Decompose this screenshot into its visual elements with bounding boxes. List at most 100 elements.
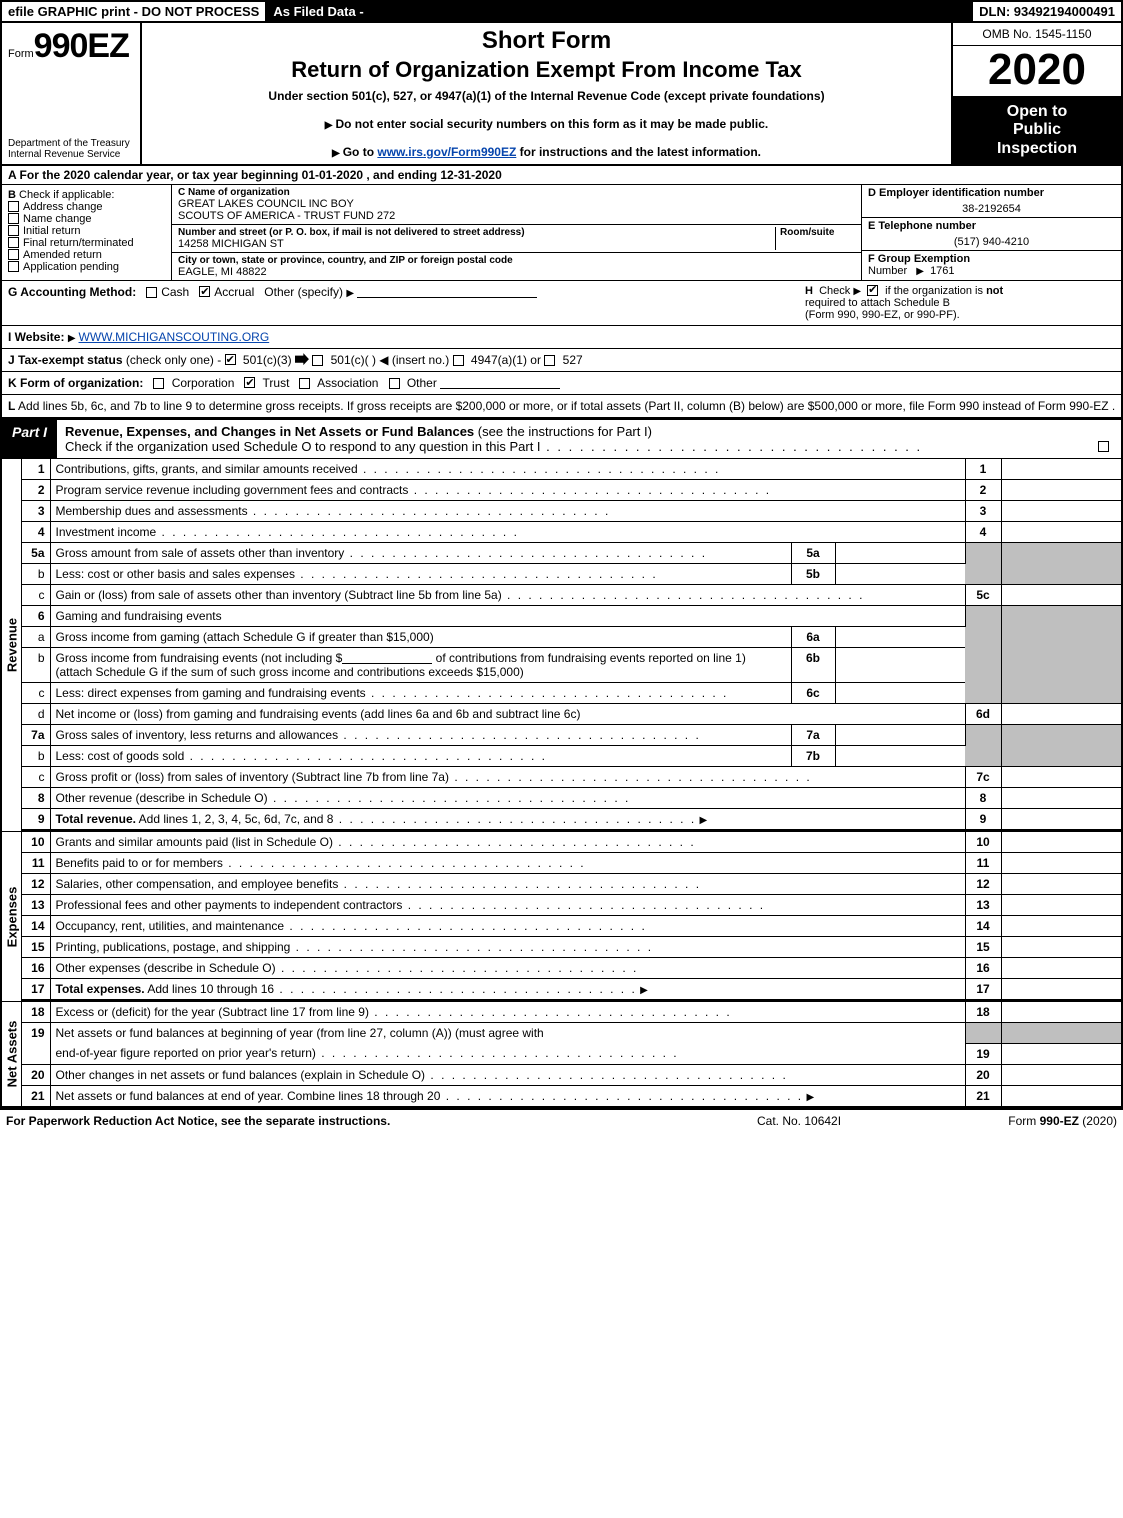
- checkbox-501c3[interactable]: [225, 354, 236, 365]
- b-init: Initial return: [23, 225, 80, 237]
- part-1-title: Revenue, Expenses, and Changes in Net As…: [65, 424, 474, 439]
- line-6: 6 Gaming and fundraising events: [22, 606, 1121, 627]
- line-num: b: [22, 564, 50, 585]
- value-cell[interactable]: [1001, 809, 1121, 831]
- contrib-input[interactable]: [342, 652, 432, 664]
- line-9: 9 Total revenue. Add lines 1, 2, 3, 4, 5…: [22, 809, 1121, 831]
- checkbox-other-org[interactable]: [389, 378, 400, 389]
- checkbox-address-change[interactable]: [8, 201, 19, 212]
- checkbox-527[interactable]: [544, 355, 555, 366]
- value-cell[interactable]: [1001, 832, 1121, 853]
- goto-link[interactable]: www.irs.gov/Form990EZ: [377, 145, 516, 159]
- value-cell[interactable]: [1001, 501, 1121, 522]
- checkbox-final-return[interactable]: [8, 237, 19, 248]
- part-1-paren: (see the instructions for Part I): [478, 424, 652, 439]
- line-7a: 7a Gross sales of inventory, less return…: [22, 725, 1121, 746]
- value-cell[interactable]: [1001, 1002, 1121, 1023]
- gh-line: G Accounting Method: Cash Accrual Other …: [2, 281, 1121, 326]
- g-other: Other (specify): [264, 285, 343, 299]
- checkbox-4947[interactable]: [453, 355, 464, 366]
- line-num: 7a: [22, 725, 50, 746]
- header-mid: Short Form Return of Organization Exempt…: [142, 23, 951, 164]
- dln-label: DLN: 93492194000491: [973, 2, 1121, 21]
- leader-dots: [184, 749, 547, 763]
- line-num: 13: [22, 895, 50, 916]
- inner-value-cell[interactable]: [835, 627, 965, 648]
- footer-mid: Cat. No. 10642I: [757, 1114, 937, 1128]
- value-cell[interactable]: [1001, 916, 1121, 937]
- inner-value-cell[interactable]: [835, 543, 965, 564]
- g-accrual: Accrual: [214, 285, 254, 299]
- line-6c: c Less: direct expenses from gaming and …: [22, 683, 1121, 704]
- value-cell[interactable]: [1001, 767, 1121, 788]
- line-desc: Contributions, gifts, grants, and simila…: [56, 462, 358, 476]
- checkbox-501c[interactable]: [312, 355, 323, 366]
- line-18: 18 Excess or (deficit) for the year (Sub…: [22, 1002, 1121, 1023]
- value-cell[interactable]: [1001, 853, 1121, 874]
- value-cell[interactable]: [1001, 958, 1121, 979]
- checkbox-corp[interactable]: [153, 378, 164, 389]
- value-cell[interactable]: [1001, 979, 1121, 1001]
- inner-value-cell[interactable]: [835, 683, 965, 704]
- checkbox-name-change[interactable]: [8, 213, 19, 224]
- value-cell[interactable]: [1001, 459, 1121, 480]
- line-num: 15: [22, 937, 50, 958]
- checkbox-amended-return[interactable]: [8, 249, 19, 260]
- line-11: 11 Benefits paid to or for members 11: [22, 853, 1121, 874]
- value-cell[interactable]: [1001, 895, 1121, 916]
- checkbox-initial-return[interactable]: [8, 225, 19, 236]
- c-street-block: Number and street (or P. O. box, if mail…: [172, 225, 861, 253]
- leader-dots: [338, 877, 701, 891]
- line-5b: b Less: cost or other basis and sales ex…: [22, 564, 1121, 585]
- checkbox-accrual[interactable]: [199, 286, 210, 297]
- checkbox-application-pending[interactable]: [8, 261, 19, 272]
- footer-right: Form 990-EZ (2020): [937, 1114, 1117, 1128]
- page-footer: For Paperwork Reduction Act Notice, see …: [0, 1110, 1123, 1132]
- inner-value-cell[interactable]: [835, 648, 965, 683]
- other-org-input[interactable]: [440, 377, 560, 389]
- other-specify-input[interactable]: [357, 286, 537, 298]
- line-num: c: [22, 585, 50, 606]
- footer-r-pre: Form: [1008, 1114, 1039, 1128]
- l-text: Add lines 5b, 6c, and 7b to line 9 to de…: [18, 399, 1109, 413]
- k-line: K Form of organization: Corporation Trus…: [2, 372, 1121, 395]
- checkbox-h[interactable]: [867, 285, 878, 296]
- value-cell[interactable]: [1001, 585, 1121, 606]
- checkbox-schedule-o[interactable]: [1098, 441, 1109, 452]
- value-cell[interactable]: [1001, 1064, 1121, 1085]
- value-cell[interactable]: [1001, 788, 1121, 809]
- leader-dots: [333, 835, 696, 849]
- line-num: 19: [22, 1023, 50, 1044]
- inner-value-cell[interactable]: [835, 564, 965, 585]
- value-cell[interactable]: [1001, 874, 1121, 895]
- value-cell[interactable]: [1001, 704, 1121, 725]
- expenses-group: Expenses 10 Grants and similar amounts p…: [2, 832, 1121, 1002]
- checkbox-trust[interactable]: [244, 377, 255, 388]
- inner-value-cell[interactable]: [835, 746, 965, 767]
- value-cell[interactable]: [1001, 937, 1121, 958]
- checkbox-cash[interactable]: [146, 287, 157, 298]
- website-link[interactable]: WWW.MICHIGANSCOUTING.ORG: [79, 330, 270, 344]
- leader-dots: [338, 728, 701, 742]
- value-cell[interactable]: [1001, 1085, 1121, 1106]
- line-desc: Net assets or fund balances at end of ye…: [56, 1089, 441, 1103]
- inner-value-cell[interactable]: [835, 725, 965, 746]
- arrow-icon: [640, 982, 651, 996]
- line-desc-bold: Total revenue.: [56, 812, 136, 826]
- b-addr: Address change: [23, 201, 103, 213]
- box-num: 14: [965, 916, 1001, 937]
- open-to-public-box: Open to Public Inspection: [953, 97, 1121, 164]
- top-bar: efile GRAPHIC print - DO NOT PROCESS As …: [0, 0, 1123, 21]
- checkbox-assoc[interactable]: [299, 378, 310, 389]
- line-13: 13 Professional fees and other payments …: [22, 895, 1121, 916]
- value-cell[interactable]: [1001, 1043, 1121, 1064]
- leader-dots: [223, 856, 586, 870]
- l-line: L Add lines 5b, 6c, and 7b to line 9 to …: [2, 395, 1121, 418]
- f-label: F Group Exemption: [868, 253, 970, 265]
- arrow-icon: [325, 117, 336, 131]
- arrow-icon: [916, 265, 927, 277]
- value-cell[interactable]: [1001, 522, 1121, 543]
- value-cell[interactable]: [1001, 480, 1121, 501]
- as-filed-banner: As Filed Data -: [267, 2, 371, 21]
- line-12: 12 Salaries, other compensation, and emp…: [22, 874, 1121, 895]
